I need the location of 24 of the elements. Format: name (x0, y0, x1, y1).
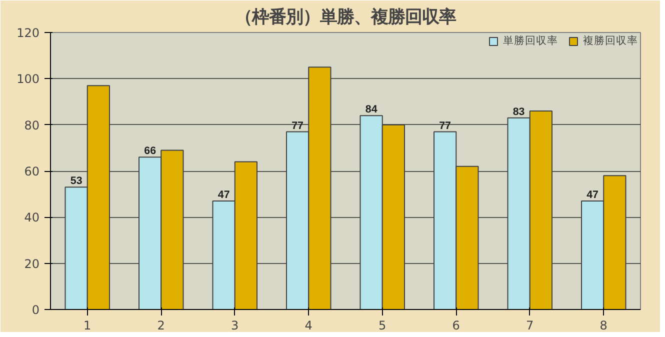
legend-label: 単勝回収率 (503, 34, 558, 48)
x-tick-label: 6 (452, 318, 460, 332)
y-tick-label: 100 (16, 72, 40, 86)
y-tick-label: 80 (24, 118, 40, 132)
y-tick-label: 120 (16, 26, 40, 40)
x-tick-label: 7 (526, 318, 534, 332)
x-tick-label: 4 (304, 318, 312, 332)
x-tick-label: 5 (378, 318, 386, 332)
y-tick-label: 20 (24, 256, 40, 271)
x-tick-label: 1 (84, 318, 92, 332)
data-label: 47 (586, 189, 599, 202)
data-label: 84 (365, 104, 378, 116)
legend-label: 複勝回収率 (583, 34, 638, 48)
x-tick-label: 3 (231, 318, 239, 332)
x-tick-label: 8 (600, 318, 608, 332)
data-label: 53 (70, 175, 82, 188)
y-tick-label: 60 (24, 164, 40, 178)
data-label: 83 (512, 106, 525, 118)
y-tick-label: 0 (32, 303, 40, 317)
data-label: 47 (218, 189, 230, 202)
chart-title: （枠番別）単勝、複勝回収率 (235, 8, 456, 28)
data-label: 66 (144, 145, 156, 158)
x-tick-label: 2 (157, 318, 165, 332)
y-tick-label: 40 (24, 210, 40, 225)
